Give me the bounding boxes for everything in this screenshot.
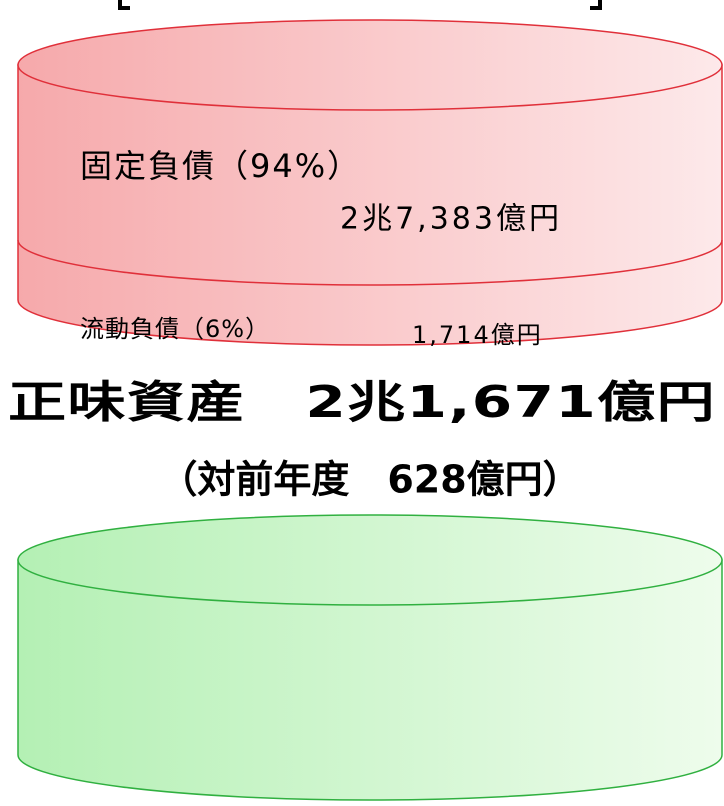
net-assets-change: （対前年度 628億円） [159, 458, 580, 502]
net-assets-title: 正味資産 2兆1,671億円 [8, 377, 716, 428]
current-liabilities-amount: 1,714億円 [412, 321, 543, 349]
fixed-liabilities-amount: 2兆7,383億円 [340, 202, 562, 237]
current-liabilities-label: 流動負債（6%） [80, 315, 270, 343]
assets-cylinder [17, 514, 723, 801]
liabilities-cylinder [17, 19, 723, 346]
fixed-liabilities-label: 固定負債（94%） [80, 147, 361, 185]
cut-off-bracket [118, 0, 602, 10]
